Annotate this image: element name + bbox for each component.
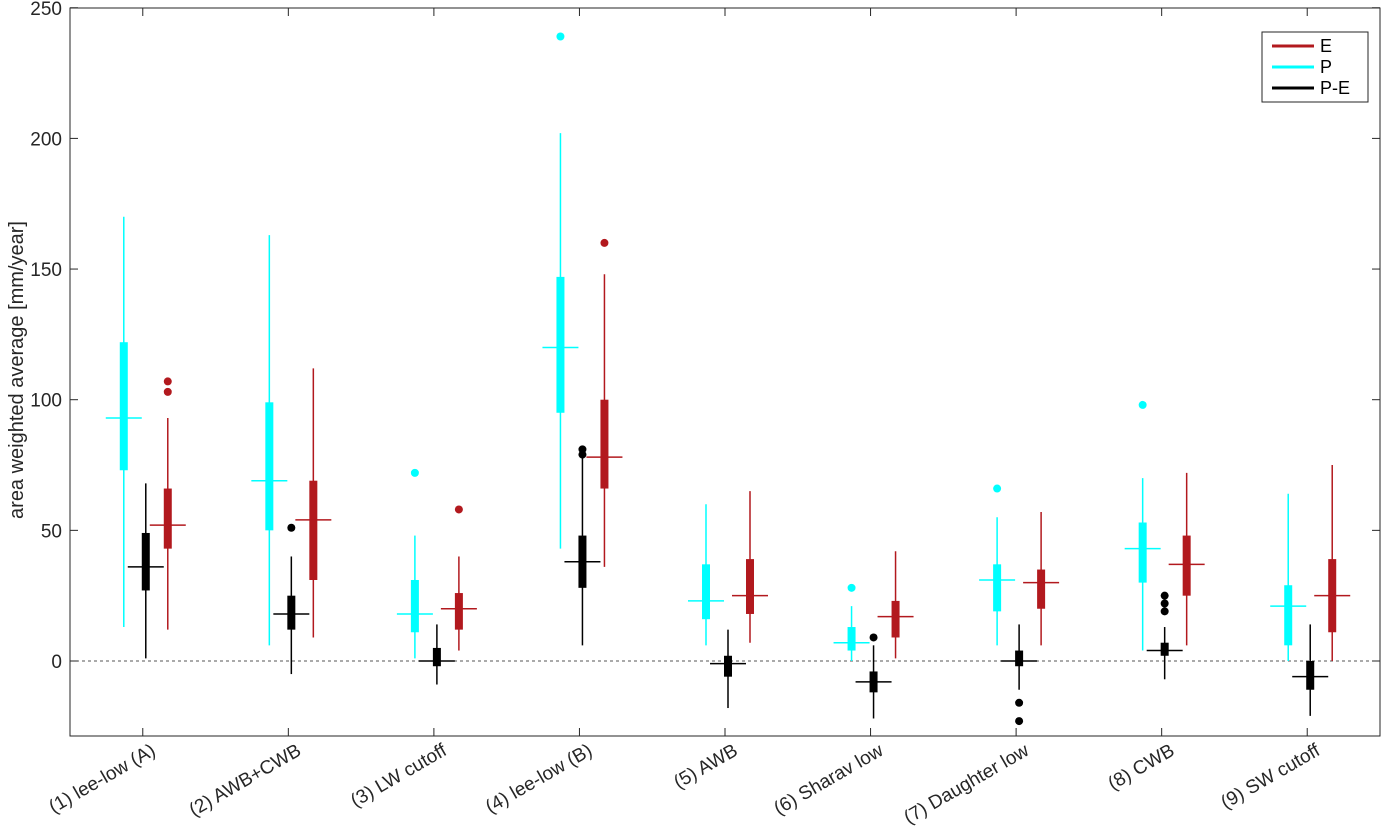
outlier-point [163,387,172,396]
box-iqr [1015,650,1024,667]
box-iqr [746,559,754,614]
box-e-2 [295,368,332,638]
box-e-9 [1314,465,1351,661]
box-e-4 [586,238,623,567]
outlier-point [556,32,565,41]
y-tick-label: 100 [30,391,62,412]
box-iqr [993,564,1002,612]
box-pe-4 [564,445,601,646]
box-iqr [600,399,609,489]
legend-entry-label: P-E [1320,78,1350,98]
outlier-point [1160,591,1169,600]
outlier-point [1015,698,1024,707]
outlier-point [993,484,1002,493]
box-pe-6 [855,633,892,719]
box-pe-1 [127,483,164,659]
outlier-point [1015,717,1024,726]
outlier-point [869,633,878,642]
outlier-point [1160,607,1169,616]
box-pe-8 [1146,591,1183,680]
box-iqr [454,593,463,630]
box-p-1 [105,216,142,628]
y-tick-label: 50 [41,521,62,542]
box-iqr [1284,585,1293,646]
outlier-point [287,523,296,532]
box-iqr [309,480,318,580]
box-p-6 [833,583,870,661]
outlier-point [1160,599,1169,608]
outlier-point [847,583,856,592]
outlier-point [163,377,172,386]
x-tick-label: (7) Daughter low [900,740,1032,829]
box-iqr [702,564,710,620]
legend: EPP-E [1261,31,1369,103]
box-p-8 [1124,400,1161,651]
box-iqr [432,647,441,667]
y-tick-label: 150 [30,260,62,281]
box-iqr [556,276,565,413]
y-tick-label: 250 [30,0,62,20]
outlier-point [600,238,609,247]
box-e-8 [1168,472,1205,646]
box-iqr [141,532,150,591]
box-p-7 [979,484,1016,646]
x-tick-label: (8) CWB [1105,740,1179,795]
legend-entry-label: P [1320,57,1332,77]
box-pe-3 [418,624,455,685]
box-pe-7 [1001,624,1038,726]
box-iqr [1160,642,1169,656]
x-tick-label: (3) LW cutoff [347,740,451,812]
x-tick-label: (6) Sharav low [770,740,887,820]
box-e-1 [149,377,186,630]
box-iqr [119,342,128,471]
outlier-point [410,468,419,477]
plot-frame [69,7,1381,737]
box-iqr [265,402,274,531]
box-iqr [847,627,856,651]
box-p-5 [688,504,724,646]
box-p-3 [396,468,433,659]
box-pe-2 [273,523,310,675]
box-iqr [410,579,419,633]
x-tick-label: (1) lee-low (A) [45,740,159,818]
box-e-6 [877,551,914,659]
plot-area: 0 50 100 150 200 250 (1) lee-low (A) (2) AWB+CW… [30,0,1381,829]
box-p-4 [542,32,579,549]
y-tick-label: 0 [51,652,62,673]
box-e-3 [440,505,477,651]
x-tick-label: (4) lee-low (B) [482,740,596,818]
x-tick-label: (2) AWB+CWB [186,740,305,821]
outlier-point [1138,400,1147,409]
outlier-point [578,445,587,454]
x-tick-label: (5) AWB [670,740,741,793]
outlier-point [454,505,463,514]
legend-entry-label: E [1320,36,1332,56]
y-tick-label: 200 [30,129,62,150]
box-p-2 [251,235,288,646]
box-iqr [1306,661,1315,690]
box-e-7 [1023,512,1060,646]
y-axis-label: area weighted average [mm/year] [6,221,28,519]
box-iqr [1138,522,1147,583]
box-pe-5 [710,629,746,709]
box-iqr [724,655,732,677]
box-e-5 [732,491,768,643]
box-iqr [163,488,172,549]
box-iqr [1182,535,1191,596]
box-iqr [891,600,900,638]
x-tick-label: (9) SW cutoff [1218,740,1325,814]
box-iqr [1037,569,1046,609]
box-p-9 [1270,493,1307,661]
box-pe-9 [1292,624,1329,716]
box-iqr [287,595,296,630]
